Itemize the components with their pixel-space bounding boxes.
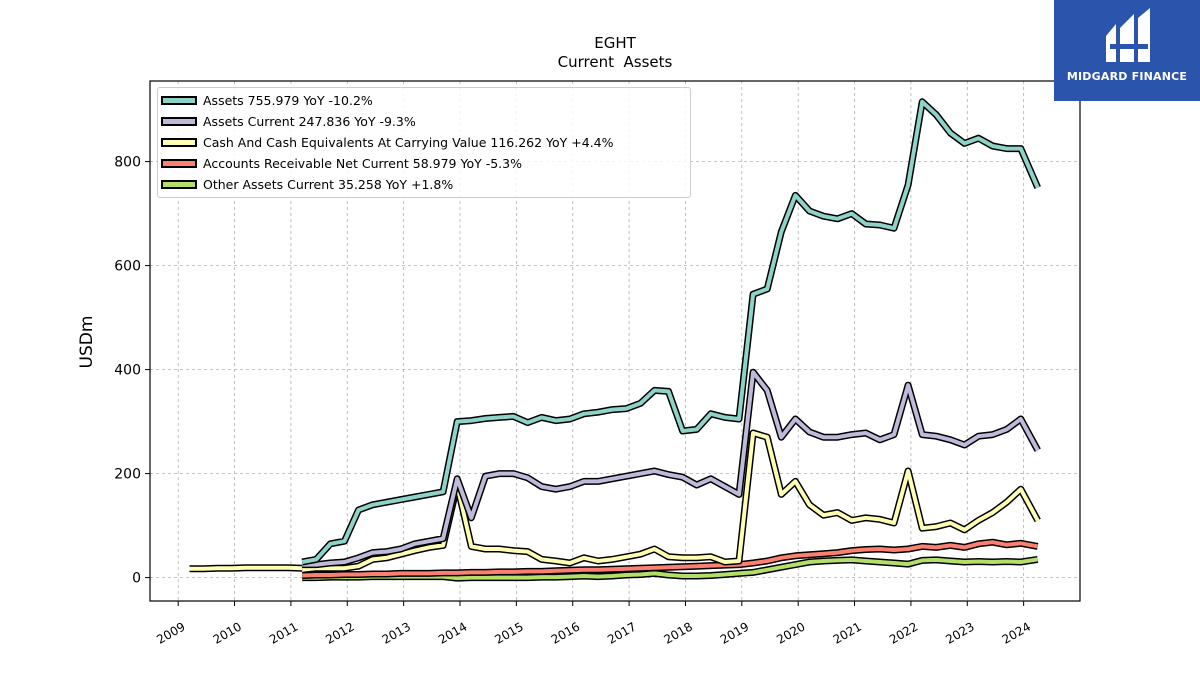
- x-tick-label: 2010: [211, 619, 244, 646]
- x-tick-label: 2012: [323, 619, 356, 646]
- series-line-5: [189, 565, 303, 571]
- y-tick-label: 0: [132, 571, 141, 587]
- legend-swatch-assets-current: [161, 117, 197, 126]
- y-tick-label: 400: [114, 363, 141, 379]
- x-tick-label: 2017: [605, 619, 638, 646]
- x-tick-label: 2021: [831, 619, 864, 646]
- x-tick-label: 2016: [549, 619, 582, 646]
- y-axis-label: USDm: [77, 316, 97, 369]
- chart-subtitle: Current Assets: [558, 53, 673, 71]
- y-tick-label: 200: [114, 467, 141, 483]
- y-tick-label: 800: [114, 155, 141, 171]
- series-line-0: [301, 99, 1040, 564]
- brand-logo: MIDGARD FINANCE: [1054, 0, 1200, 101]
- x-tick-label: 2018: [662, 619, 695, 646]
- logo-mark-icon: [1106, 8, 1150, 62]
- legend-label-other-assets: Other Assets Current 35.258 YoY +1.8%: [203, 177, 454, 192]
- x-tick-label: 2015: [492, 619, 525, 646]
- x-tick-label: 2020: [774, 619, 807, 646]
- x-tick-label: 2009: [154, 619, 187, 646]
- chart-legend: Assets 755.979 YoY -10.2% Assets Current…: [157, 87, 691, 198]
- x-tick-label: 2023: [943, 619, 976, 646]
- x-tick-label: 2022: [887, 619, 920, 646]
- plot-frame: [149, 80, 1081, 602]
- x-tick-label: 2013: [380, 619, 413, 646]
- x-tick-label: 2014: [436, 619, 469, 646]
- legend-label-assets-current: Assets Current 247.836 YoY -9.3%: [203, 114, 416, 129]
- x-tick-label: 2024: [1000, 619, 1033, 646]
- chart-title: EGHT: [594, 34, 636, 52]
- x-tick-label: 2019: [718, 619, 751, 646]
- legend-label-cash: Cash And Cash Equivalents At Carrying Va…: [203, 135, 614, 150]
- series-line-1: [302, 370, 1040, 567]
- legend-swatch-cash: [161, 138, 197, 147]
- logo-text: MIDGARD FINANCE: [1066, 70, 1188, 83]
- series-layer: [189, 98, 1041, 582]
- legend-swatch-receivables: [161, 159, 197, 168]
- series-line-3: [302, 540, 1039, 578]
- legend-swatch-assets: [161, 96, 197, 105]
- y-tick-label: 600: [114, 259, 141, 275]
- x-tick-label: 2011: [267, 619, 300, 646]
- series-line-2: [301, 431, 1040, 572]
- legend-label-receivables: Accounts Receivable Net Current 58.979 Y…: [203, 156, 522, 171]
- legend-label-assets: Assets 755.979 YoY -10.2%: [203, 93, 373, 108]
- legend-swatch-other-assets: [161, 180, 197, 189]
